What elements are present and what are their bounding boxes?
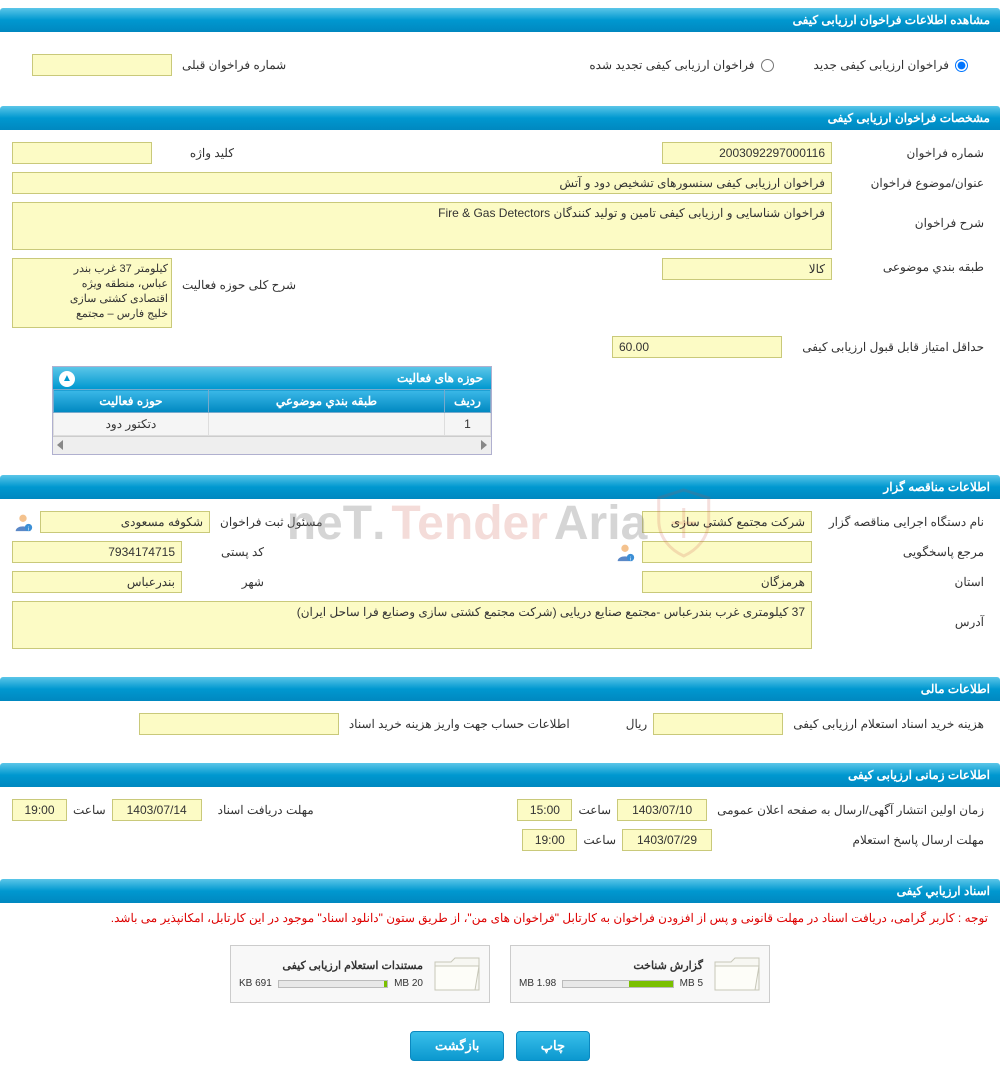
file2-title: مستندات استعلام ارزیابی کیفی: [239, 959, 423, 972]
number-label: شماره فراخوان: [838, 144, 988, 162]
post-label: کد پستی: [188, 543, 268, 561]
reply-label: مهلت ارسال پاسخ استعلام: [718, 831, 988, 849]
exec-label: نام دستگاه اجرایی مناقصه گزار: [818, 513, 988, 531]
acct-label: اطلاعات حساب جهت واریز هزینه خرید اسناد: [345, 715, 574, 733]
table-row: 1 دتکتور دود: [54, 413, 491, 436]
post-field: 7934174715: [12, 541, 182, 563]
cost-field: [653, 713, 783, 735]
file2-bar: [278, 980, 388, 988]
minimize-icon[interactable]: ▲: [59, 371, 75, 387]
minscore-field: 60.00: [612, 336, 782, 358]
file1-bar: [562, 980, 673, 988]
table-scrollbar[interactable]: [53, 436, 491, 454]
acct-field: [139, 713, 339, 735]
prov-field: هرمزگان: [642, 571, 812, 593]
prev-number-field: [32, 54, 172, 76]
desc-label: شرح فراخوان: [838, 202, 988, 232]
person-icon: i: [12, 511, 34, 533]
section-header-fin: اطلاعات مالی: [0, 677, 1000, 701]
section-header-docs: اسناد ارزیابي کیفی: [0, 879, 1000, 903]
cost-label: هزینه خرید اسناد استعلام ارزیابی کیفی: [789, 715, 988, 733]
rial-label: ریال: [626, 717, 648, 731]
pub-time: 15:00: [517, 799, 572, 821]
section-header-org: اطلاعات مناقصه گزار: [0, 475, 1000, 499]
ref-label: مرجع پاسخگویی: [818, 543, 988, 561]
subject-label: عنوان/موضوع فراخوان: [838, 174, 988, 192]
category-field: کالا: [662, 258, 832, 280]
svg-text:i: i: [630, 556, 631, 562]
scope-label: شرح کلی حوزه فعالیت: [178, 258, 300, 294]
activity-table: حوزه های فعالیت ▲ ردیف طبقه بندي موضوعي …: [52, 366, 492, 455]
radio-renewed-label: فراخوان ارزیابی کیفی تجدید شده: [589, 58, 754, 72]
pub-label: زمان اولین انتشار آگهی/ارسال به صفحه اعل…: [713, 801, 988, 819]
prev-number-label: شماره فراخوان قبلی: [178, 56, 290, 74]
scope-list[interactable]: کیلومتر 37 غرب بندر عباس، منطقه ویژه اقت…: [12, 258, 172, 328]
radio-renewed-input[interactable]: [761, 59, 774, 72]
radio-new-call[interactable]: فراخوان ارزیابی کیفی جدید: [814, 58, 968, 72]
scope-line: عباس، منطقه ویژه: [15, 276, 169, 291]
person-icon: i: [614, 541, 636, 563]
city-field: بندرعباس: [12, 571, 182, 593]
radio-new-input[interactable]: [955, 59, 968, 72]
radio-renewed-call[interactable]: فراخوان ارزیابی کیفی تجدید شده: [589, 58, 773, 72]
td-row: 1: [445, 413, 491, 436]
minscore-label: حداقل امتیاز قابل قبول ارزیابی کیفی: [788, 338, 988, 356]
resp-label: مسئول ثبت فراخوان: [216, 513, 327, 531]
ref-field: [642, 541, 812, 563]
pub-date: 1403/07/10: [617, 799, 707, 821]
recv-date: 1403/07/14: [112, 799, 202, 821]
folder-icon: [433, 954, 481, 994]
subject-field: فراخوان ارزیابی کیفی سنسورهای تشخیص دود …: [12, 172, 832, 194]
recv-label: مهلت دریافت اسناد: [208, 801, 318, 819]
file1-used: 1.98 MB: [519, 978, 556, 989]
desc-field: فراخوان شناسایی و ارزیابی کیفی تامین و ت…: [12, 202, 832, 250]
category-label: طبقه بندي موضوعی: [838, 258, 988, 276]
file2-used: 691 KB: [239, 978, 272, 989]
scope-line: خلیج فارس – مجتمع: [15, 306, 169, 321]
keyword-label: کلید واژه: [158, 144, 238, 162]
keyword-field: [12, 142, 152, 164]
addr-label: آدرس: [818, 601, 988, 631]
addr-field: 37 کیلومتری غرب بندرعباس -مجتمع صنایع در…: [12, 601, 812, 649]
exec-field: شرکت مجتمع کشتی سازی: [642, 511, 812, 533]
folder-icon: [713, 954, 761, 994]
td-category: [208, 413, 444, 436]
scope-line: کیلومتر 37 غرب بندر: [15, 261, 169, 276]
file2-total: 20 MB: [394, 978, 423, 989]
th-row: ردیف: [445, 390, 491, 413]
back-button[interactable]: بازگشت: [410, 1031, 504, 1061]
td-scope: دتکتور دود: [54, 413, 209, 436]
th-category: طبقه بندي موضوعي: [208, 390, 444, 413]
reply-date: 1403/07/29: [622, 829, 712, 851]
svg-text:i: i: [28, 526, 29, 532]
saat-label: ساعت: [583, 833, 616, 847]
section-header-view: مشاهده اطلاعات فراخوان ارزیابی کیفی: [0, 8, 1000, 32]
radio-new-label: فراخوان ارزیابی کیفی جدید: [814, 58, 949, 72]
city-label: شهر: [188, 573, 268, 591]
th-scope: حوزه فعالیت: [54, 390, 209, 413]
scope-line: اقتصادی کشتی سازی: [15, 291, 169, 306]
section-header-time: اطلاعات زمانی ارزیابی کیفی: [0, 763, 1000, 787]
number-field: 2003092297000116: [662, 142, 832, 164]
file1-title: گزارش شناخت: [519, 959, 703, 972]
activity-table-title: حوزه های فعالیت ▲: [53, 367, 491, 389]
reply-time: 19:00: [522, 829, 577, 851]
file-box-report[interactable]: گزارش شناخت 5 MB 1.98 MB: [510, 945, 770, 1003]
recv-time: 19:00: [12, 799, 67, 821]
docs-notice: توجه : کاربر گرامی، دریافت اسناد در مهلت…: [0, 903, 1000, 933]
saat-label: ساعت: [73, 803, 106, 817]
saat-label: ساعت: [578, 803, 611, 817]
print-button[interactable]: چاپ: [516, 1031, 590, 1061]
resp-field: شکوفه مسعودی: [40, 511, 210, 533]
section-header-spec: مشخصات فراخوان ارزیابی کیفی: [0, 106, 1000, 130]
prov-label: استان: [818, 573, 988, 591]
file1-total: 5 MB: [680, 978, 703, 989]
file-box-docs[interactable]: مستندات استعلام ارزیابی کیفی 20 MB 691 K…: [230, 945, 490, 1003]
